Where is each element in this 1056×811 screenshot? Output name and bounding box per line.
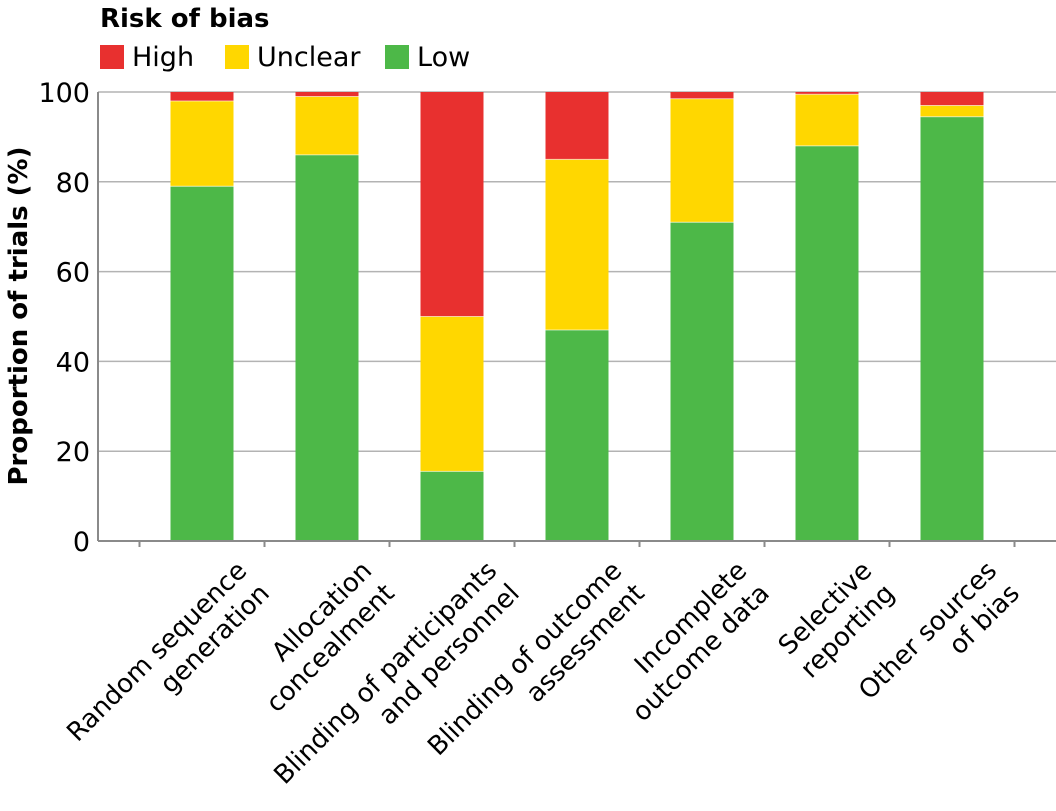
bar-high-6 bbox=[920, 92, 984, 106]
bar-high-3 bbox=[545, 92, 609, 160]
y-tick-label-80: 80 bbox=[56, 168, 90, 199]
y-tick-label-100: 100 bbox=[38, 78, 90, 109]
bar-unclear-6 bbox=[920, 105, 984, 117]
legend-label-unclear: Unclear bbox=[257, 42, 361, 73]
y-axis-title: Proportion of trials (%) bbox=[4, 147, 34, 486]
bar-high-2 bbox=[420, 92, 484, 317]
bar-low-0 bbox=[170, 186, 234, 542]
y-tick-labels: 0 20 40 60 80 100 bbox=[38, 78, 90, 558]
bar-low-2 bbox=[420, 471, 484, 541]
x-category-labels: Random sequencegenerationAllocationconce… bbox=[61, 556, 1025, 791]
bar-high-0 bbox=[170, 92, 234, 101]
bar-high-1 bbox=[295, 92, 359, 97]
y-tick-label-60: 60 bbox=[56, 258, 90, 289]
bar-low-6 bbox=[920, 116, 984, 541]
x-category-label-line: Random sequence bbox=[61, 556, 253, 748]
y-tick-label-20: 20 bbox=[56, 437, 90, 468]
axes bbox=[97, 92, 1056, 547]
legend: Risk of bias High Unclear Low bbox=[100, 4, 470, 73]
bar-unclear-3 bbox=[545, 159, 609, 330]
bar-unclear-0 bbox=[170, 100, 234, 187]
bar-low-3 bbox=[545, 329, 609, 541]
bar-unclear-2 bbox=[420, 316, 484, 472]
bar-unclear-4 bbox=[670, 98, 734, 223]
bar-low-5 bbox=[795, 145, 859, 541]
legend-swatch-high bbox=[100, 45, 124, 69]
legend-label-high: High bbox=[132, 42, 194, 73]
bar-unclear-5 bbox=[795, 94, 859, 146]
y-tick-label-0: 0 bbox=[73, 527, 90, 558]
bars bbox=[170, 92, 984, 542]
legend-swatch-unclear bbox=[225, 45, 249, 69]
bar-high-4 bbox=[670, 92, 734, 99]
legend-swatch-low bbox=[385, 45, 409, 69]
bar-high-5 bbox=[795, 92, 859, 95]
bar-low-4 bbox=[670, 222, 734, 541]
bar-low-1 bbox=[295, 154, 359, 542]
y-tick-label-40: 40 bbox=[56, 347, 90, 378]
bar-unclear-1 bbox=[295, 96, 359, 155]
legend-label-low: Low bbox=[417, 42, 470, 73]
legend-title: Risk of bias bbox=[100, 4, 270, 34]
